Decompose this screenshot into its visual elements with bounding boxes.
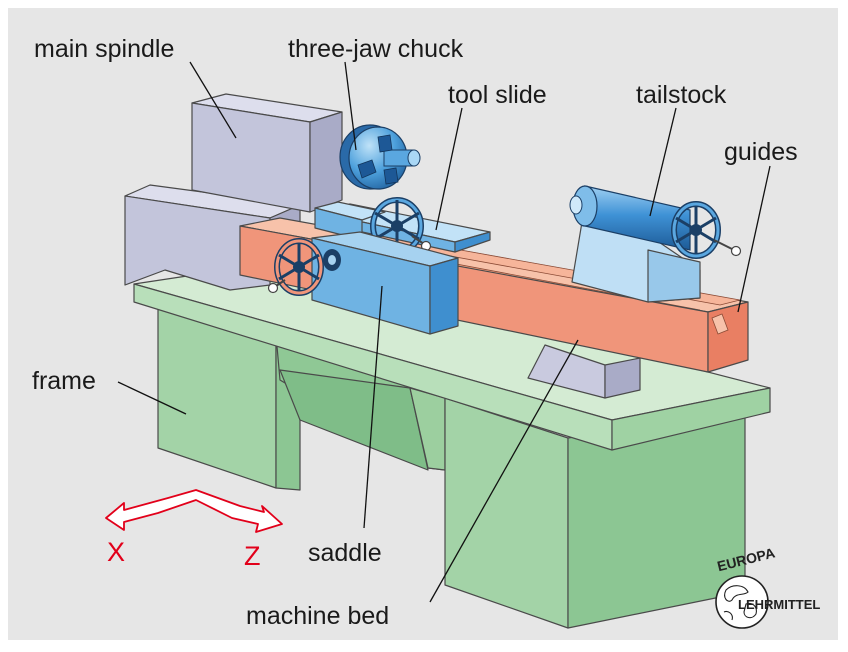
- label-tool-slide: tool slide: [448, 81, 547, 109]
- label-tailstock: tailstock: [636, 81, 727, 109]
- label-machine-bed: machine bed: [246, 602, 389, 630]
- label-saddle: saddle: [308, 539, 382, 567]
- saddle: [267, 231, 459, 335]
- axis-arrows: [105, 489, 283, 533]
- axis-label-z: Z: [244, 541, 261, 571]
- label-main-spindle: main spindle: [34, 35, 174, 63]
- tailstock: [569, 185, 742, 303]
- label-frame: frame: [32, 367, 96, 395]
- headstock: [124, 93, 343, 291]
- xz-axis-arrow-icon: [105, 489, 283, 533]
- leader-lines: [117, 61, 771, 603]
- label-three-jaw-chuck: three-jaw chuck: [288, 35, 464, 63]
- labels: main spindle three-jaw chuck tool slide …: [32, 35, 798, 630]
- label-guides: guides: [724, 138, 798, 166]
- axis-label-x: X: [107, 537, 125, 567]
- logo-bottom-text: LEHRMITTEL: [738, 597, 820, 612]
